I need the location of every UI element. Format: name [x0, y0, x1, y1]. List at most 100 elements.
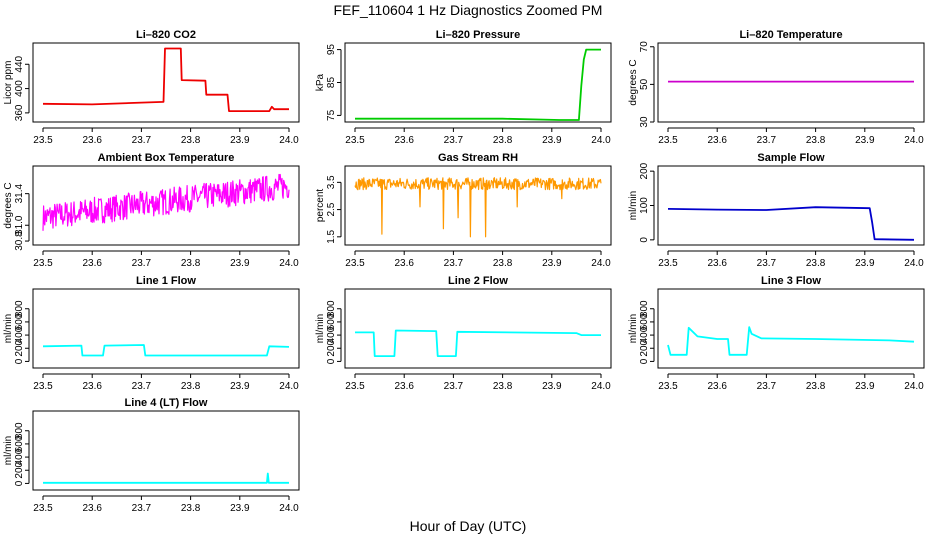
plot-frame [32, 42, 300, 123]
x-tick-label: 23.5 [33, 381, 53, 392]
x-tick-label: 23.9 [230, 258, 250, 269]
x-tick-label: 23.6 [394, 258, 414, 269]
x-tick-label: 23.5 [345, 381, 365, 392]
x-tick-label: 23.6 [82, 258, 102, 269]
x-tick-label: 23.8 [181, 135, 201, 146]
y-axis-label: degrees C [628, 59, 639, 105]
panel-9: Line 3 Flow ml/min 23.5 23.6 23.7 23.8 23.9 24.… [628, 275, 925, 392]
x-tick-label: 23.7 [132, 258, 152, 269]
plot-frame [344, 42, 612, 123]
x-tick-label: 24.0 [904, 135, 924, 146]
x-tick-label: 24.0 [904, 381, 924, 392]
y-axis-label: ml/min [3, 314, 14, 343]
panel-title: Line 4 (LT) Flow [125, 397, 208, 409]
x-tick-label: 23.7 [757, 135, 777, 146]
figure-title: FEF_110604 1 Hz Diagnostics Zoomed PM [334, 2, 603, 18]
x-tick-label: 23.9 [230, 381, 250, 392]
x-tick-label: 23.5 [345, 258, 365, 269]
y-tick-label: 1.5 [326, 229, 337, 243]
y-tick-label: 31.4 [14, 183, 25, 203]
x-tick-label: 23.5 [658, 258, 678, 269]
x-tick-label: 23.6 [707, 258, 727, 269]
x-tick-label: 23.6 [707, 135, 727, 146]
x-tick-label: 24.0 [279, 381, 299, 392]
panel-title: Ambient Box Temperature [98, 152, 235, 164]
panel-title: Li–820 CO2 [136, 29, 196, 41]
x-tick-label: 23.8 [493, 381, 513, 392]
panel-title: Li–820 Temperature [739, 29, 842, 41]
x-tick-label: 23.8 [806, 381, 826, 392]
y-axis-label: ml/min [628, 191, 639, 220]
series-line [43, 472, 289, 484]
x-tick-label: 23.7 [444, 135, 464, 146]
x-tick-label: 23.6 [394, 381, 414, 392]
x-tick-label: 24.0 [591, 258, 611, 269]
x-tick-label: 23.9 [230, 135, 250, 146]
y-tick-label: 0 [639, 237, 650, 243]
plot-frame [32, 165, 300, 246]
x-tick-label: 23.7 [757, 381, 777, 392]
y-tick-label: 800 [639, 300, 650, 317]
panel-6: Sample Flow ml/min 23.5 23.6 23.7 23.8 23.9 24.… [628, 152, 925, 269]
y-axis-label: Licor ppm [3, 61, 14, 105]
plot-frame [657, 288, 925, 369]
x-tick-label: 23.7 [444, 258, 464, 269]
y-tick-label: 30.8 [14, 231, 25, 251]
x-tick-label: 23.5 [345, 135, 365, 146]
x-tick-label: 23.7 [132, 135, 152, 146]
panel-8: Line 2 Flow ml/min 23.5 23.6 23.7 23.8 23.9 24.… [315, 275, 612, 392]
y-tick-label: 440 [14, 55, 25, 72]
x-tick-label: 23.9 [230, 503, 250, 514]
x-tick-label: 23.9 [855, 258, 875, 269]
plot-frame [32, 288, 300, 369]
y-tick-label: 95 [326, 44, 337, 56]
y-axis-label: ml/min [3, 436, 14, 465]
y-tick-label: 200 [639, 339, 650, 356]
panel-title: Line 1 Flow [136, 275, 196, 287]
y-tick-label: 31.0 [14, 215, 25, 235]
x-tick-label: 23.9 [855, 381, 875, 392]
panel-title: Line 2 Flow [448, 275, 508, 287]
x-tick-label: 23.6 [707, 381, 727, 392]
x-tick-label: 23.5 [658, 381, 678, 392]
x-tick-label: 23.8 [181, 381, 201, 392]
x-tick-label: 23.7 [444, 381, 464, 392]
plot-frame [657, 165, 925, 246]
x-tick-label: 23.5 [658, 135, 678, 146]
y-tick-label: 200 [326, 339, 337, 356]
x-tick-label: 23.9 [542, 135, 562, 146]
y-tick-label: 400 [14, 448, 25, 465]
y-tick-label: 30 [639, 116, 650, 128]
x-tick-label: 23.8 [806, 258, 826, 269]
series-line [355, 48, 601, 121]
y-axis-label: ml/min [628, 314, 639, 343]
y-axis-label: ml/min [315, 314, 326, 343]
x-tick-label: 23.5 [33, 503, 53, 514]
plot-frame [32, 410, 300, 491]
plot-frame [344, 165, 612, 246]
y-tick-label: 400 [639, 326, 650, 343]
series-line [354, 177, 602, 238]
x-tick-label: 24.0 [279, 135, 299, 146]
y-tick-label: 200 [14, 461, 25, 478]
x-tick-label: 23.9 [542, 258, 562, 269]
y-tick-label: 360 [14, 104, 25, 121]
panels-grid: Li–820 CO2 Licor ppm 23.5 23.6 23.7 23.8 23.9 2… [3, 29, 925, 514]
figure-x-axis-label: Hour of Day (UTC) [410, 518, 527, 534]
x-tick-label: 23.6 [82, 135, 102, 146]
y-tick-label: 400 [14, 80, 25, 97]
y-tick-label: 200 [639, 162, 650, 179]
y-tick-label: 75 [326, 109, 337, 121]
x-tick-label: 23.7 [132, 503, 152, 514]
y-tick-label: 400 [326, 326, 337, 343]
series-line [355, 329, 601, 358]
y-tick-label: 800 [326, 300, 337, 317]
y-tick-label: 800 [14, 422, 25, 439]
series-line [42, 47, 289, 112]
panel-10: Line 4 (LT) Flow ml/min 23.5 23.6 23.7 23.8 23… [3, 397, 300, 514]
y-tick-label: 0 [639, 358, 650, 364]
y-tick-label: 3.5 [326, 175, 337, 189]
x-tick-label: 23.6 [82, 381, 102, 392]
y-axis-label: kPa [315, 73, 326, 91]
series-line [667, 206, 915, 241]
